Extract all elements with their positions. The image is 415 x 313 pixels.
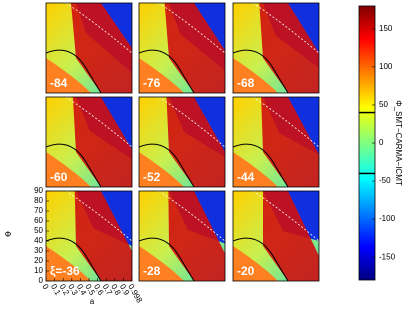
contour [46, 237, 102, 281]
y-tick-label: 10 [34, 266, 43, 275]
y-axis-label: Φ [5, 230, 11, 239]
contour [65, 191, 132, 242]
y-tick-label: 30 [34, 246, 43, 255]
contour [158, 97, 225, 148]
contour [252, 191, 319, 242]
panel-label: -76 [143, 76, 161, 90]
panel: -28 [138, 190, 226, 282]
contour [233, 49, 289, 93]
orange-band [139, 58, 184, 93]
panel: -68 [232, 2, 320, 94]
panel: -60 [45, 96, 133, 188]
panel: -52 [138, 96, 226, 188]
red-band [164, 3, 225, 93]
panel-art [139, 97, 225, 187]
panel-art [46, 3, 132, 93]
colorbar-tick-label: 100 [379, 62, 393, 71]
contour [139, 143, 195, 187]
contour [252, 97, 319, 148]
orange-band [139, 152, 184, 187]
contour [252, 3, 319, 54]
orange-band [139, 246, 184, 281]
panel-art [233, 191, 319, 281]
colorbar-tick-label: -150 [379, 252, 396, 261]
red-band [166, 97, 225, 187]
orange-band [233, 246, 278, 281]
orange-band [233, 152, 278, 187]
panel: -44 [232, 96, 320, 188]
colorbar-tick-label: 0 [379, 138, 384, 147]
panel-label: -68 [237, 76, 255, 90]
x-axis-label: a [90, 297, 95, 306]
panel: -84 [45, 2, 133, 94]
contour [158, 191, 225, 242]
colorbar-tick-label: 150 [379, 24, 393, 33]
y-tick-label: 80 [34, 196, 43, 205]
red-band [74, 191, 132, 281]
x-tick-label: 0.998 [126, 283, 144, 305]
colorbar-label: Φ_SMT−CARMA−ICMT [394, 100, 403, 186]
contour [233, 143, 289, 187]
panel-label: ξ=-36 [50, 264, 80, 278]
contour [46, 49, 102, 93]
contour [65, 97, 132, 148]
orange-band [46, 246, 91, 281]
panel: -76 [138, 2, 226, 94]
panel-frame [138, 2, 226, 94]
panel-label: -60 [50, 170, 68, 184]
contour [233, 237, 289, 281]
panel-frame [45, 2, 133, 94]
contour [46, 143, 102, 187]
contour [139, 237, 195, 281]
panel-label: -20 [237, 264, 255, 278]
orange-band [46, 152, 91, 187]
panel-label: -28 [143, 264, 161, 278]
y-tick-label: 0 [39, 276, 44, 285]
colorbar-tick-label: -50 [379, 176, 391, 185]
panel-label: -84 [50, 76, 68, 90]
orange-band [233, 58, 278, 93]
y-tick-label: 90 [34, 186, 43, 195]
y-tick-label: 50 [34, 226, 43, 235]
panel-frame [232, 190, 320, 282]
y-tick-label: 40 [34, 236, 43, 245]
panel-art [233, 97, 319, 187]
panel-label: -52 [143, 170, 161, 184]
panel-frame [232, 96, 320, 188]
panel: -20 [232, 190, 320, 282]
panel-art [233, 3, 319, 93]
contour [65, 3, 132, 54]
panel-art [139, 191, 225, 281]
panel-label: -44 [237, 170, 255, 184]
y-tick-label: 60 [34, 216, 43, 225]
y-tick-label: 70 [34, 206, 43, 215]
red-band [263, 191, 319, 281]
panel-frame [232, 2, 320, 94]
panel-frame [45, 96, 133, 188]
panel-frame [138, 190, 226, 282]
panel: ξ=-36 [45, 190, 133, 282]
panel-art [46, 97, 132, 187]
contour [139, 49, 195, 93]
red-band [261, 97, 319, 187]
x-tick-label: 0 [40, 283, 50, 292]
colorbar-tick-label: -100 [379, 214, 396, 223]
panel-frame [138, 96, 226, 188]
orange-band [46, 58, 91, 93]
panel-art [139, 3, 225, 93]
y-tick-label: 20 [34, 256, 43, 265]
red-band [71, 3, 132, 93]
colorbar-tick-label: 50 [379, 100, 388, 109]
contour [158, 3, 225, 54]
panel-art [46, 191, 132, 281]
red-band [168, 191, 225, 281]
